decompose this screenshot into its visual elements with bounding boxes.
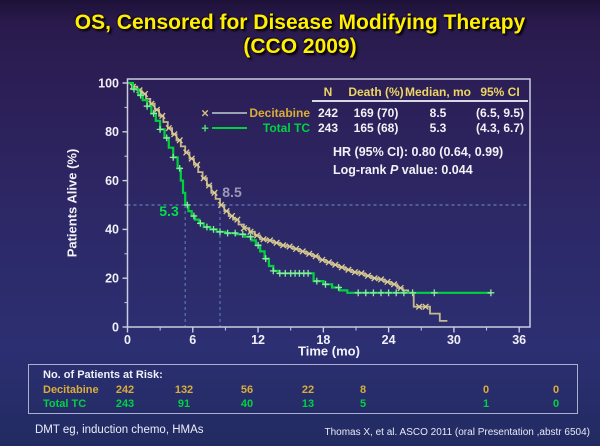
footnote-dmt: DMT eg, induction chemo, HMAs — [35, 424, 204, 436]
stats-header-ci: 95% CI — [480, 85, 520, 99]
decitabine-n: 242 — [317, 106, 339, 120]
risk-row-total-tc: Total TC 243 91 40 13 5 1 0 — [29, 398, 577, 411]
stats-header-death: Death (%) — [348, 85, 404, 99]
x-tick-label: 30 — [447, 333, 461, 347]
x-tick-label: 6 — [189, 333, 196, 347]
risk-value: 132 — [174, 384, 194, 396]
citation: Thomas X, et al. ASCO 2011 (oral Present… — [324, 427, 590, 438]
risk-value: 0 — [552, 398, 560, 410]
logrank-prefix: Log-rank — [333, 163, 390, 177]
total-tc-legend-line — [212, 126, 247, 129]
y-tick-label: 60 — [105, 174, 119, 188]
decitabine-ci: (6.5, 9.5) — [475, 106, 525, 120]
risk-value: 1 — [482, 398, 490, 410]
slide-title: OS, Censored for Disease Modifying Thera… — [0, 11, 600, 59]
plot-frame — [126, 78, 531, 328]
total-tc-median: 5.3 — [429, 121, 447, 135]
risk-row-label: Decitabine — [43, 384, 99, 396]
logrank-suffix: value: 0.044 — [398, 163, 473, 177]
risk-value: 40 — [240, 398, 254, 410]
x-tick-label: 24 — [382, 333, 396, 347]
stats-header-n: N — [323, 85, 333, 99]
risk-value: 13 — [301, 398, 315, 410]
total-tc-death: 165 (68) — [353, 121, 399, 135]
total-tc-n: 243 — [317, 121, 339, 135]
risk-value: 5 — [359, 398, 367, 410]
legend-label-total-tc: Total TC — [262, 121, 310, 135]
x-tick-label: 36 — [512, 333, 526, 347]
risk-value: 91 — [177, 398, 191, 410]
median-label-total-tc: 5.3 — [159, 203, 179, 219]
decitabine-legend-line — [212, 111, 247, 114]
risk-table-title: No. of Patients at Risk: — [43, 369, 163, 381]
total-tc-censor-icon: + — [201, 120, 209, 136]
slide-title-line2: (CCO 2009) — [243, 35, 357, 58]
censor-marks-total-tc — [130, 85, 495, 297]
stats-header-median: Median, mo — [404, 85, 472, 99]
decitabine-median: 8.5 — [429, 106, 447, 120]
slide-title-line1: OS, Censored for Disease Modifying Thera… — [74, 11, 526, 34]
y-tick-label: 100 — [98, 76, 119, 90]
y-tick-label: 0 — [112, 320, 119, 334]
risk-value: 0 — [482, 384, 490, 396]
x-tick-label: 0 — [124, 333, 131, 347]
risk-row-label: Total TC — [43, 398, 87, 410]
legend-label-decitabine: Decitabine — [249, 106, 310, 120]
y-tick-label: 40 — [105, 223, 119, 237]
x-tick-label: 18 — [316, 333, 330, 347]
risk-value: 22 — [301, 384, 315, 396]
x-axis-title: Time (mo) — [298, 343, 360, 359]
x-tick-label: 12 — [251, 333, 265, 347]
y-tick-label: 20 — [105, 272, 119, 286]
total-tc-ci: (4.3, 6.7) — [475, 121, 525, 135]
risk-value: 8 — [359, 384, 367, 396]
logrank-text: Log-rank P value: 0.044 — [333, 163, 473, 177]
hazard-ratio-text: HR (95% CI): 0.80 (0.64, 0.99) — [333, 145, 504, 159]
risk-row-decitabine: Decitabine 242 132 56 22 8 0 0 — [29, 384, 577, 397]
risk-value: 0 — [552, 384, 560, 396]
risk-value: 243 — [115, 398, 135, 410]
decitabine-censor-icon: × — [201, 105, 209, 121]
y-tick-label: 80 — [105, 125, 119, 139]
logrank-p: P — [389, 163, 399, 177]
patients-at-risk-panel: No. of Patients at Risk: Decitabine 242 … — [28, 364, 578, 414]
risk-value: 242 — [115, 384, 135, 396]
stats-header-underline — [312, 100, 528, 102]
decitabine-death: 169 (70) — [353, 106, 399, 120]
y-axis-title: Patients Alive (%) — [64, 148, 80, 258]
median-label-decitabine: 8.5 — [222, 184, 242, 200]
risk-value: 56 — [240, 384, 254, 396]
